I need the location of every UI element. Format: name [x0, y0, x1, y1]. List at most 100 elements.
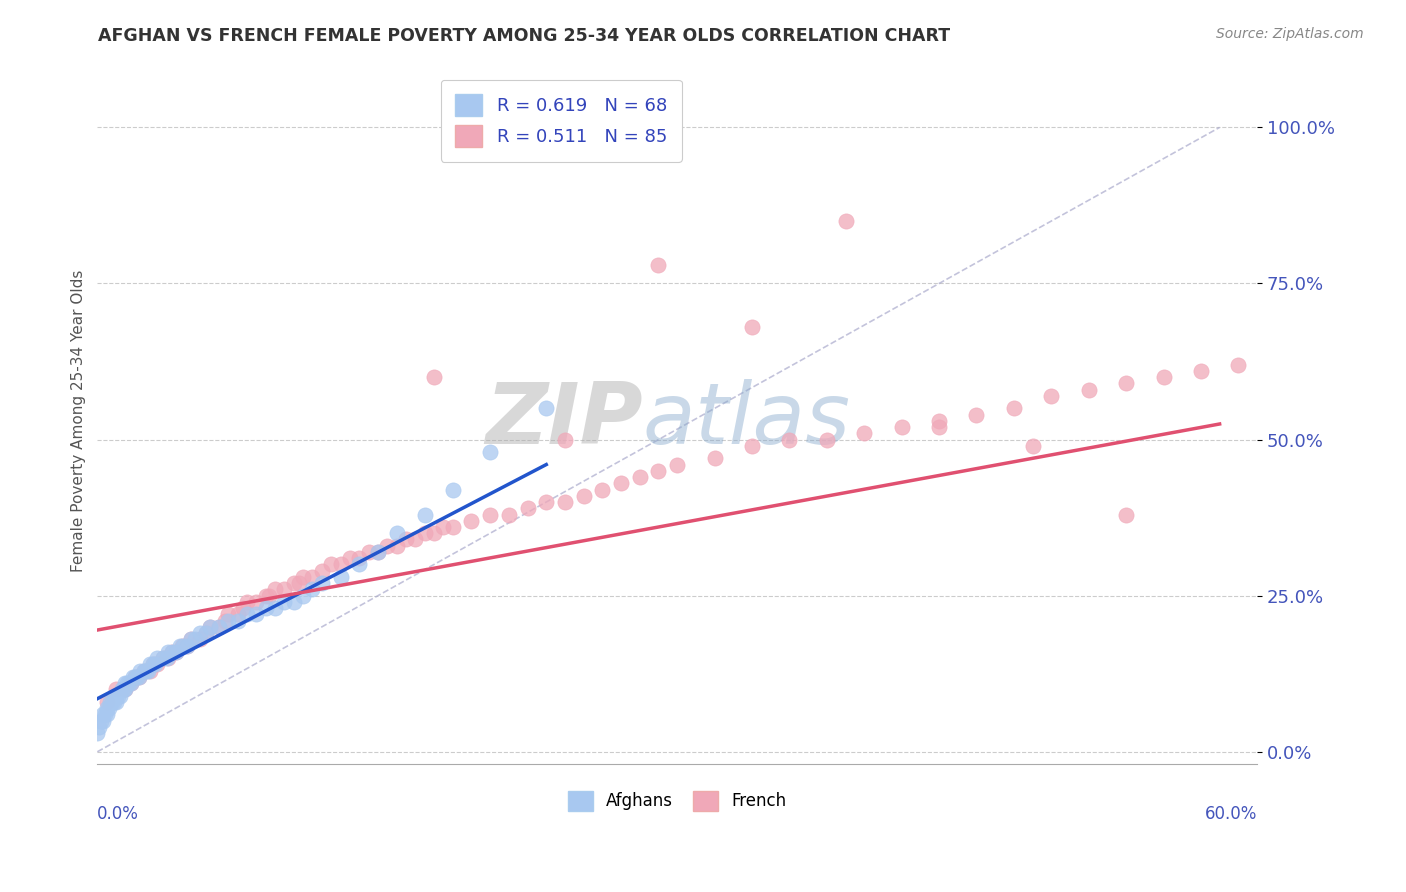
Point: [111, 682, 134, 697]
Point: [198, 620, 221, 634]
Point: [112, 682, 135, 697]
Point: [97, 701, 120, 715]
Point: [375, 539, 398, 553]
Point: [647, 464, 669, 478]
Point: [292, 589, 315, 603]
Point: [198, 620, 221, 634]
Point: [105, 689, 128, 703]
Point: [395, 533, 418, 547]
Point: [117, 676, 139, 690]
Y-axis label: Female Poverty Among 25-34 Year Olds: Female Poverty Among 25-34 Year Olds: [72, 269, 86, 572]
Point: [591, 483, 613, 497]
Point: [853, 426, 876, 441]
Point: [966, 408, 988, 422]
Point: [311, 564, 333, 578]
Point: [301, 570, 323, 584]
Point: [666, 458, 689, 472]
Point: [423, 370, 446, 384]
Point: [118, 676, 141, 690]
Point: [160, 645, 183, 659]
Point: [413, 526, 436, 541]
Point: [138, 664, 160, 678]
Point: [226, 614, 249, 628]
Point: [928, 414, 950, 428]
Point: [135, 664, 157, 678]
Point: [259, 589, 281, 603]
Text: AFGHAN VS FRENCH FEMALE POVERTY AMONG 25-34 YEAR OLDS CORRELATION CHART: AFGHAN VS FRENCH FEMALE POVERTY AMONG 25…: [98, 27, 950, 45]
Point: [432, 520, 454, 534]
Point: [254, 589, 277, 603]
Point: [194, 626, 217, 640]
Point: [105, 682, 128, 697]
Point: [124, 670, 146, 684]
Point: [339, 551, 361, 566]
Point: [114, 676, 136, 690]
Point: [329, 570, 352, 584]
Point: [236, 595, 259, 609]
Point: [385, 539, 408, 553]
Point: [385, 526, 408, 541]
Point: [165, 645, 187, 659]
Point: [536, 401, 558, 416]
Point: [142, 657, 165, 672]
Point: [441, 483, 464, 497]
Point: [1077, 383, 1099, 397]
Point: [138, 657, 160, 672]
Point: [128, 670, 150, 684]
Point: [124, 670, 146, 684]
Point: [741, 320, 763, 334]
Point: [1021, 439, 1043, 453]
Point: [114, 682, 136, 697]
Point: [834, 214, 856, 228]
Point: [288, 576, 311, 591]
Point: [108, 689, 131, 703]
Point: [128, 670, 150, 684]
Point: [107, 689, 129, 703]
Point: [460, 514, 482, 528]
Point: [928, 420, 950, 434]
Point: [188, 626, 211, 640]
Point: [815, 433, 838, 447]
Point: [273, 595, 295, 609]
Point: [329, 558, 352, 572]
Text: 60.0%: 60.0%: [1205, 805, 1257, 823]
Point: [264, 582, 287, 597]
Text: Source: ZipAtlas.com: Source: ZipAtlas.com: [1216, 27, 1364, 41]
Point: [91, 714, 114, 728]
Text: ZIP: ZIP: [485, 379, 643, 462]
Point: [1227, 358, 1250, 372]
Point: [94, 707, 117, 722]
Point: [610, 476, 633, 491]
Point: [160, 645, 183, 659]
Point: [129, 664, 152, 678]
Point: [236, 607, 259, 622]
Point: [516, 501, 538, 516]
Point: [188, 632, 211, 647]
Point: [101, 695, 124, 709]
Point: [132, 664, 155, 678]
Point: [176, 639, 198, 653]
Point: [254, 601, 277, 615]
Point: [96, 707, 118, 722]
Point: [217, 614, 239, 628]
Point: [169, 639, 191, 653]
Point: [91, 707, 114, 722]
Point: [208, 620, 231, 634]
Point: [180, 632, 202, 647]
Point: [479, 445, 502, 459]
Point: [165, 645, 187, 659]
Point: [155, 651, 177, 665]
Point: [157, 645, 180, 659]
Point: [120, 676, 142, 690]
Point: [226, 607, 249, 622]
Point: [103, 695, 125, 709]
Point: [142, 657, 165, 672]
Point: [301, 582, 323, 597]
Point: [172, 639, 194, 653]
Point: [283, 595, 305, 609]
Text: atlas: atlas: [643, 379, 851, 462]
Point: [176, 639, 198, 653]
Point: [554, 495, 576, 509]
Point: [146, 657, 169, 672]
Point: [647, 258, 669, 272]
